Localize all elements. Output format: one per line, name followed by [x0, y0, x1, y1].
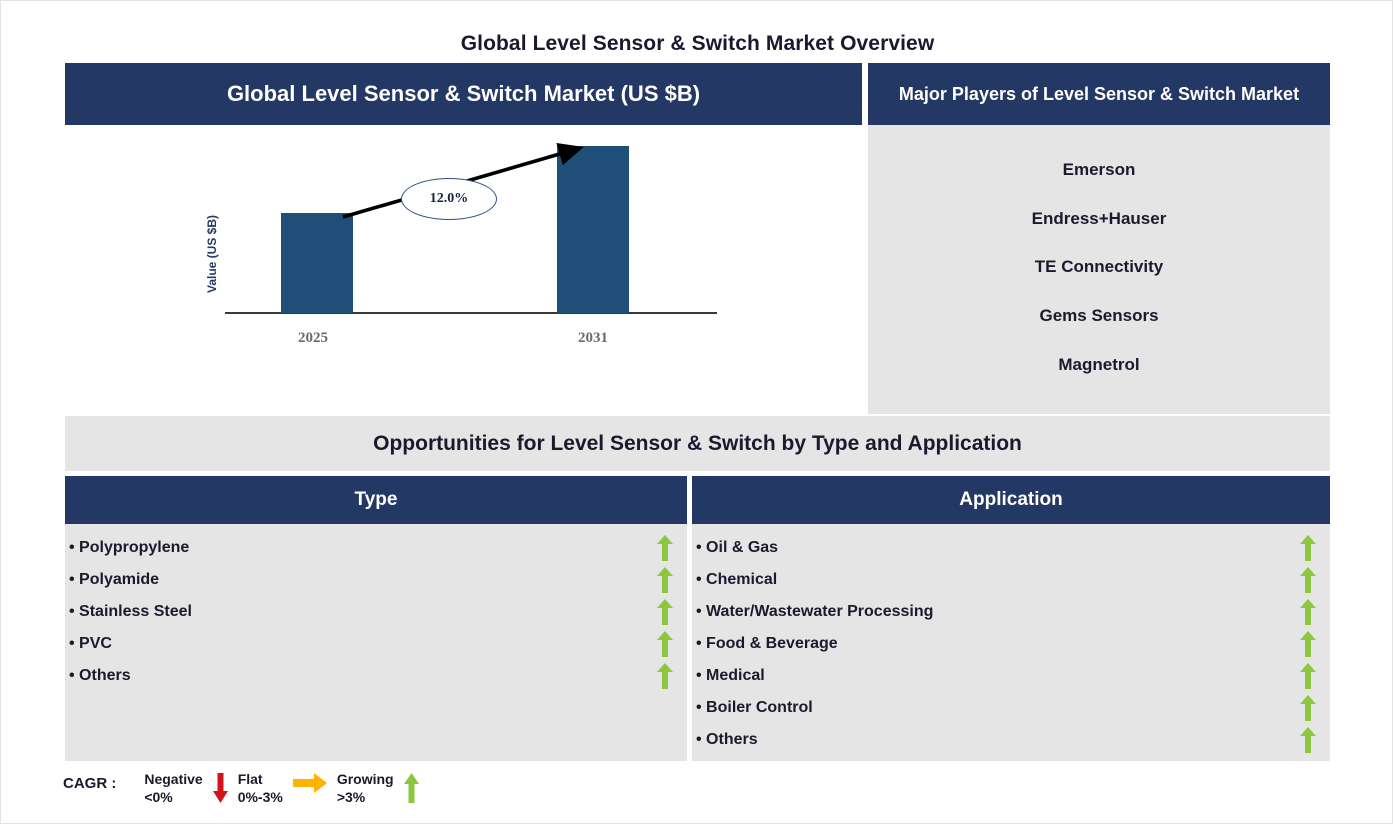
arrow-up-icon	[403, 773, 419, 803]
list-item-label: • Boiler Control	[696, 699, 813, 716]
application-column: Application • Oil & Gas • Chemical • Wat…	[692, 476, 1330, 761]
chart-plot-area: 2025 2031 12.0%	[225, 142, 717, 375]
opportunities-columns: Type • Polypropylene • Polyamide • Stain…	[65, 476, 1330, 761]
legend-range: <0%	[144, 788, 173, 805]
players-list: Emerson Endress+Hauser TE Connectivity G…	[868, 125, 1330, 414]
list-item: • Others	[692, 724, 1330, 756]
y-axis-label: Value (US $B)	[205, 214, 219, 293]
arrow-up-icon	[1286, 567, 1330, 593]
arrow-up-icon	[1286, 695, 1330, 721]
type-list: • Polypropylene • Polyamide • Stainless …	[65, 524, 687, 692]
list-item: Gems Sensors	[1039, 306, 1159, 326]
list-item: TE Connectivity	[1034, 257, 1164, 277]
legend-label: Growing	[336, 771, 394, 787]
legend-entry-negative: Negative <0%	[144, 771, 237, 806]
list-item-label: • Polyamide	[69, 571, 160, 588]
list-item-label: • Oil & Gas	[696, 539, 779, 556]
type-column: Type • Polypropylene • Polyamide • Stain…	[65, 476, 687, 761]
chart-panel-header: Global Level Sensor & Switch Market (US …	[65, 63, 862, 125]
list-item: • Others	[65, 660, 687, 692]
opportunities-band-title: Opportunities for Level Sensor & Switch …	[65, 416, 1330, 471]
list-item: Magnetrol	[1058, 355, 1140, 375]
legend-range: >3%	[336, 788, 366, 805]
major-players-panel: Major Players of Level Sensor & Switch M…	[868, 63, 1330, 414]
list-item: • Chemical	[692, 564, 1330, 596]
list-item: • Polyamide	[65, 564, 687, 596]
arrow-up-icon	[1286, 535, 1330, 561]
list-item: • Food & Beverage	[692, 628, 1330, 660]
list-item: • Oil & Gas	[692, 532, 1330, 564]
cagr-legend: CAGR : Negative <0% Flat 0%-3% Growing >…	[63, 771, 429, 815]
arrow-up-icon	[643, 535, 687, 561]
list-item: • PVC	[65, 628, 687, 660]
legend-entry-growing: Growing >3%	[337, 771, 429, 806]
x-tick-2031: 2031	[578, 330, 608, 346]
arrow-up-icon	[643, 599, 687, 625]
list-item-label: • PVC	[69, 635, 112, 652]
list-item-label: • Stainless Steel	[69, 603, 192, 620]
arrow-up-icon	[643, 631, 687, 657]
arrow-down-icon	[212, 773, 228, 803]
type-column-header: Type	[65, 476, 687, 524]
list-item: • Medical	[692, 660, 1330, 692]
arrow-up-icon	[643, 567, 687, 593]
legend-entry-flat: Flat 0%-3%	[238, 771, 337, 806]
arrow-up-icon	[1286, 727, 1330, 753]
list-item-label: • Water/Wastewater Processing	[696, 603, 934, 620]
bar-2031	[557, 146, 629, 313]
market-chart-panel: Global Level Sensor & Switch Market (US …	[65, 63, 862, 469]
legend-label: Flat	[237, 771, 263, 787]
bar-2025	[281, 213, 353, 313]
list-item: Emerson	[1062, 159, 1136, 179]
arrow-up-icon	[1286, 599, 1330, 625]
legend-label: Negative	[144, 771, 203, 787]
top-row: Global Level Sensor & Switch Market (US …	[65, 63, 1330, 469]
list-item: • Boiler Control	[692, 692, 1330, 724]
application-column-header: Application	[692, 476, 1330, 524]
x-axis-line	[225, 312, 717, 314]
list-item-label: • Others	[696, 731, 758, 748]
arrow-up-icon	[643, 663, 687, 689]
players-panel-header: Major Players of Level Sensor & Switch M…	[868, 63, 1330, 125]
list-item-label: • Polypropylene	[69, 539, 190, 556]
bar-chart: Value (US $B) 2025 2031	[65, 125, 862, 469]
arrow-up-icon	[1286, 663, 1330, 689]
application-list: • Oil & Gas • Chemical • Water/Wastewate…	[692, 524, 1330, 756]
arrow-right-icon	[292, 773, 327, 793]
arrow-up-icon	[1286, 631, 1330, 657]
x-tick-2025: 2025	[298, 330, 328, 346]
list-item: Endress+Hauser	[1031, 208, 1167, 228]
legend-range: 0%-3%	[237, 788, 283, 805]
list-item-label: • Medical	[696, 667, 765, 684]
cagr-bubble: 12.0%	[401, 178, 497, 220]
list-item-label: • Food & Beverage	[696, 635, 838, 652]
list-item: • Polypropylene	[65, 532, 687, 564]
list-item: • Stainless Steel	[65, 596, 687, 628]
page-title: Global Level Sensor & Switch Market Over…	[460, 32, 935, 55]
list-item-label: • Others	[69, 667, 131, 684]
list-item-label: • Chemical	[696, 571, 778, 588]
legend-title: CAGR :	[63, 775, 117, 792]
list-item: • Water/Wastewater Processing	[692, 596, 1330, 628]
